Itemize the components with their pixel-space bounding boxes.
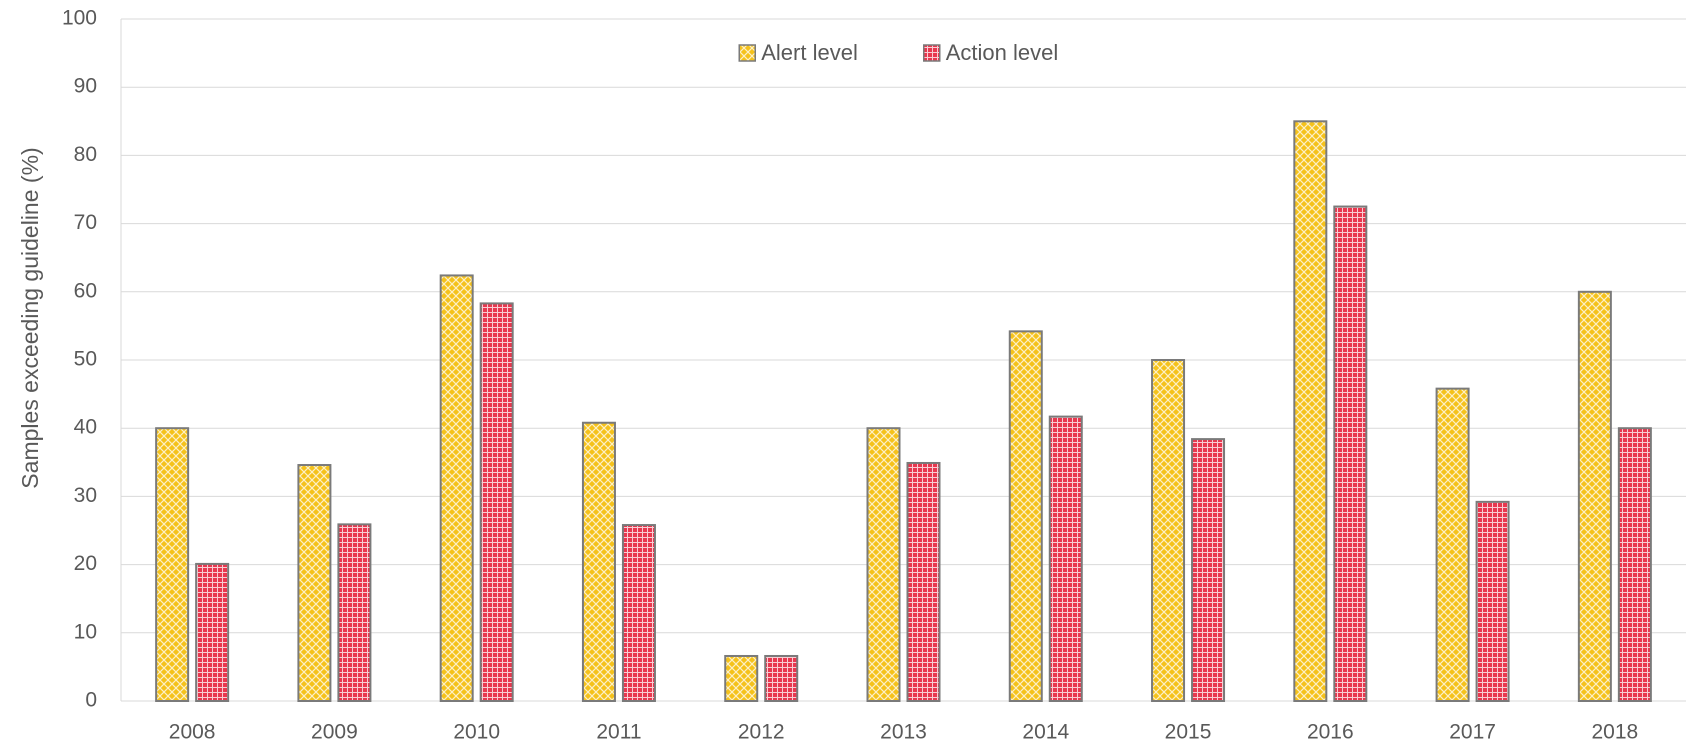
bar	[581, 421, 616, 702]
bar	[866, 427, 901, 702]
x-tick-label: 2014	[1022, 721, 1069, 744]
x-tick-label: 2011	[596, 721, 641, 744]
bar	[1191, 438, 1226, 702]
x-tick-label: 2009	[311, 721, 358, 744]
legend-swatch	[738, 44, 756, 62]
y-tick-label: 100	[62, 7, 97, 30]
bar	[1475, 500, 1510, 702]
bar	[337, 523, 372, 702]
bar	[764, 654, 799, 702]
legend-swatch	[923, 44, 941, 62]
bar	[724, 654, 759, 702]
y-tick-label: 20	[74, 552, 97, 575]
bar	[1008, 330, 1043, 702]
y-tick-label: 0	[85, 689, 97, 712]
y-tick-label: 60	[74, 279, 97, 302]
x-tick-label: 2012	[738, 721, 785, 744]
bar	[1617, 427, 1652, 702]
bar	[1577, 290, 1612, 702]
y-tick-label: 80	[74, 143, 97, 166]
x-tick-label: 2016	[1307, 721, 1354, 744]
bar	[479, 302, 514, 702]
x-tick-label: 2015	[1165, 721, 1212, 744]
x-tick-label: 2010	[453, 721, 500, 744]
bar	[155, 427, 190, 702]
y-tick-label: 50	[74, 348, 97, 371]
x-tick-label: 2008	[169, 721, 216, 744]
bar	[1293, 120, 1328, 703]
y-axis-label: Samples exceeding guideline (%)	[17, 147, 43, 488]
bar	[195, 562, 230, 703]
y-tick-label: 70	[74, 211, 97, 234]
y-tick-label: 30	[74, 484, 97, 507]
bar	[1048, 415, 1083, 702]
bar	[439, 274, 474, 702]
bar	[1333, 205, 1368, 703]
bar	[297, 464, 332, 703]
x-tick-label: 2017	[1449, 721, 1496, 744]
bar	[906, 461, 941, 702]
x-tick-label: 2013	[880, 721, 927, 744]
y-tick-label: 40	[74, 416, 97, 439]
bar	[621, 524, 656, 702]
legend-label: Action level	[946, 40, 1059, 65]
bar	[1151, 359, 1186, 702]
x-tick-label: 2018	[1592, 721, 1639, 744]
y-tick-label: 10	[74, 620, 97, 643]
bar	[1435, 387, 1470, 702]
legend-label: Alert level	[761, 40, 858, 65]
y-tick-label: 90	[74, 75, 97, 98]
